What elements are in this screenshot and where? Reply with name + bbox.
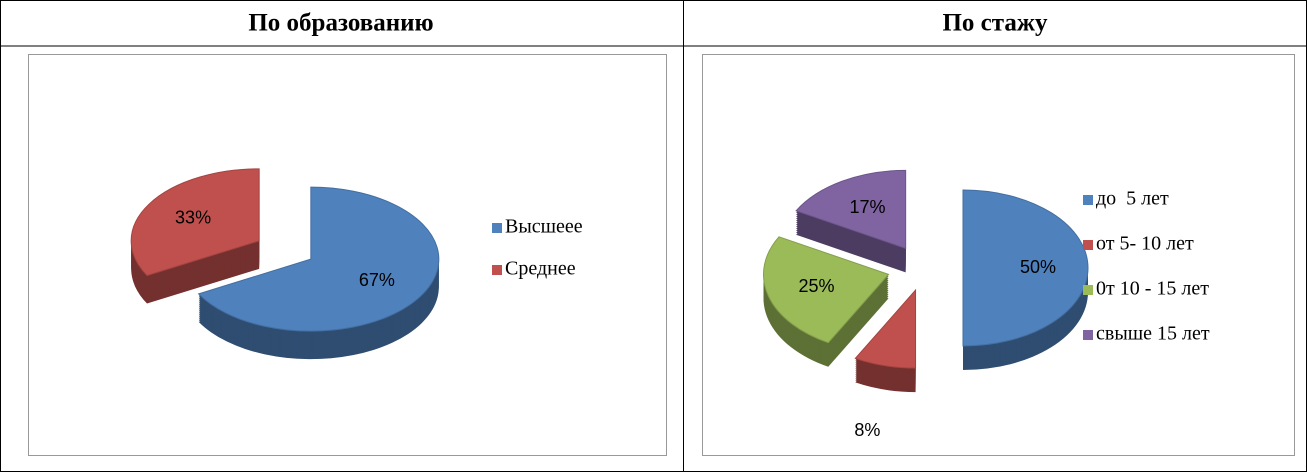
data-label: 67% bbox=[359, 270, 395, 290]
pie-slice bbox=[854, 288, 917, 369]
legend-swatch bbox=[1083, 285, 1093, 295]
legend-label: Высшеее bbox=[505, 216, 583, 238]
column-header: По стажу bbox=[942, 10, 1048, 37]
legend-swatch bbox=[1083, 240, 1093, 250]
legend-swatch bbox=[492, 265, 502, 275]
data-label: 8% bbox=[854, 420, 880, 440]
pie-slice bbox=[763, 236, 890, 344]
legend-swatch bbox=[492, 223, 502, 233]
data-label: 25% bbox=[798, 276, 834, 296]
pie-slice bbox=[130, 168, 260, 277]
pie-slice bbox=[962, 189, 1089, 347]
legend-label: свыше 15 лет bbox=[1096, 323, 1210, 345]
column-header: По образованию bbox=[248, 10, 433, 37]
legend-swatch bbox=[1083, 195, 1093, 205]
pie-slice bbox=[197, 186, 440, 332]
data-label: 33% bbox=[175, 208, 211, 228]
legend-label: 0т 10 - 15 лет bbox=[1096, 278, 1209, 300]
pie-slice bbox=[795, 169, 907, 250]
legend-label: Среднее bbox=[505, 258, 576, 280]
legend-label: до 5 лет bbox=[1096, 188, 1169, 210]
data-label: 17% bbox=[849, 197, 885, 217]
legend-label: от 5- 10 лет bbox=[1096, 233, 1194, 255]
data-label: 50% bbox=[1020, 257, 1056, 277]
legend-swatch bbox=[1083, 330, 1093, 340]
